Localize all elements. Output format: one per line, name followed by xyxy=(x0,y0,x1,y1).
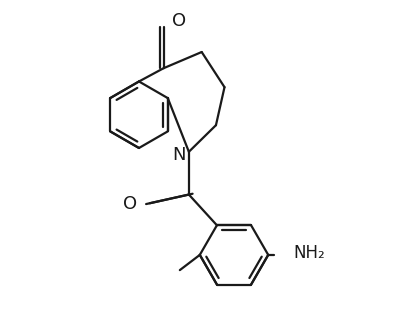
Text: NH₂: NH₂ xyxy=(293,244,325,262)
Text: O: O xyxy=(123,195,138,213)
Text: N: N xyxy=(173,146,186,164)
Text: O: O xyxy=(172,12,187,30)
